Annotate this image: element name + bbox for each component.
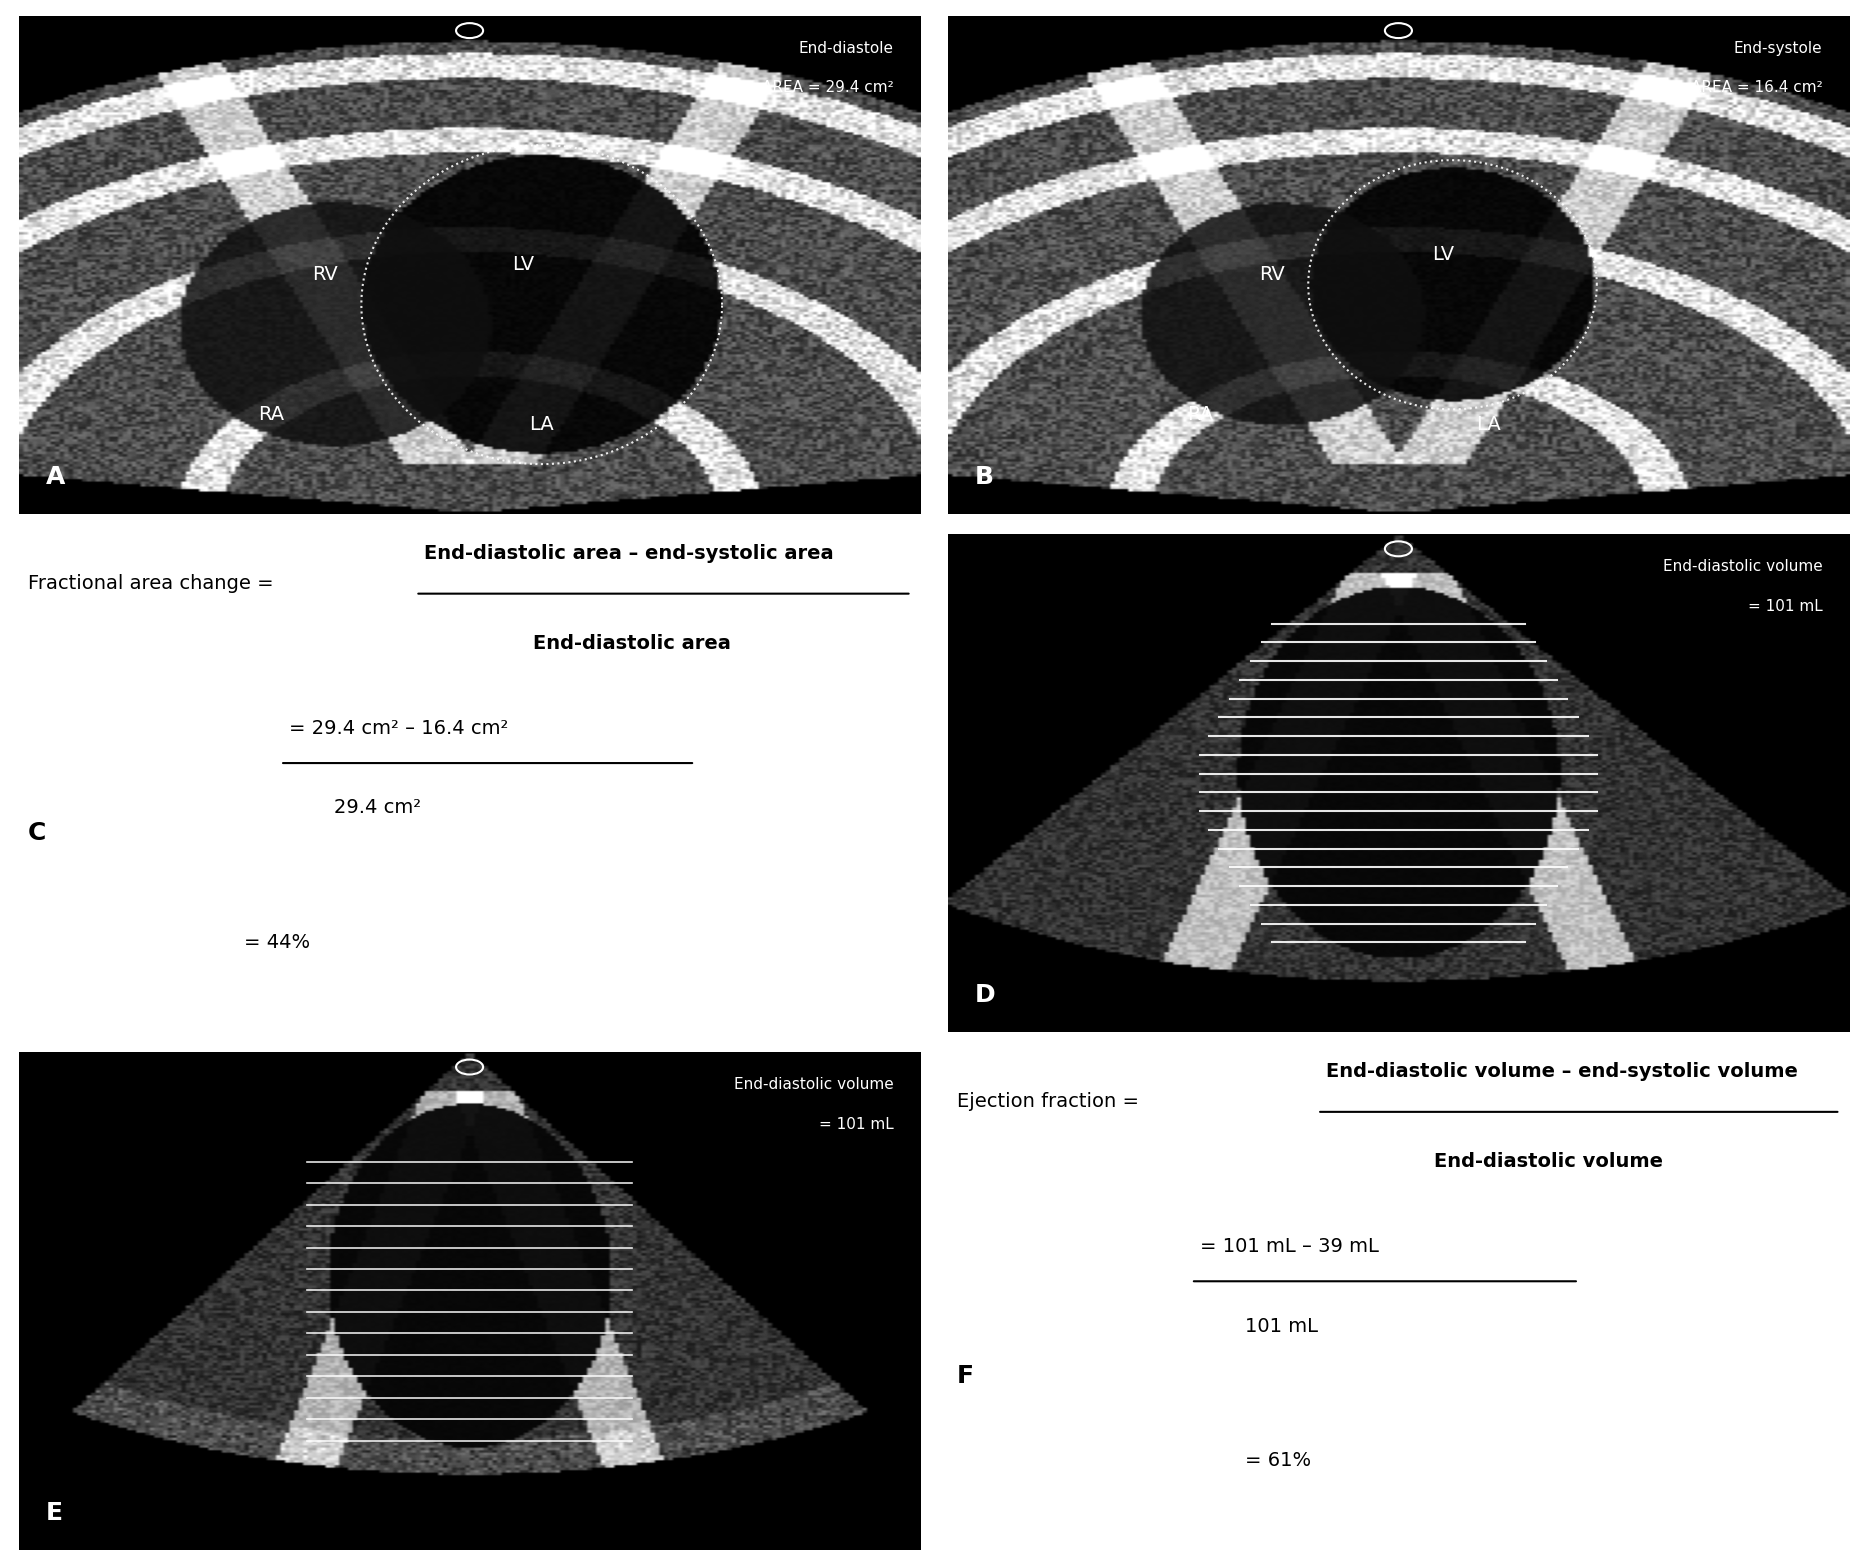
Text: = 101 mL: = 101 mL bbox=[818, 1117, 893, 1132]
Text: LA: LA bbox=[1476, 415, 1502, 434]
Text: End-systole: End-systole bbox=[1734, 41, 1823, 55]
Text: LV: LV bbox=[1433, 246, 1455, 265]
Text: End-diastolic area – end-systolic area: End-diastolic area – end-systolic area bbox=[424, 545, 835, 564]
Text: D: D bbox=[975, 983, 996, 1007]
Text: Ejection fraction =: Ejection fraction = bbox=[956, 1093, 1145, 1112]
Text: 101 mL: 101 mL bbox=[1246, 1317, 1319, 1336]
Text: End-diastolic volume – end-systolic volume: End-diastolic volume – end-systolic volu… bbox=[1326, 1062, 1799, 1082]
Text: AREA = 29.4 cm²: AREA = 29.4 cm² bbox=[762, 80, 893, 96]
Text: A: A bbox=[45, 465, 65, 489]
Text: Fractional area change =: Fractional area change = bbox=[28, 575, 280, 594]
Text: End-diastolic area: End-diastolic area bbox=[532, 634, 730, 653]
Text: = 61%: = 61% bbox=[1246, 1452, 1311, 1470]
Text: RA: RA bbox=[1186, 404, 1212, 424]
Text: LV: LV bbox=[512, 255, 534, 274]
Text: = 44%: = 44% bbox=[245, 933, 310, 952]
Text: LA: LA bbox=[529, 415, 555, 434]
Text: E: E bbox=[45, 1502, 64, 1525]
Text: C: C bbox=[28, 821, 47, 844]
Text: 29.4 cm²: 29.4 cm² bbox=[334, 799, 422, 817]
Text: = 29.4 cm² – 16.4 cm²: = 29.4 cm² – 16.4 cm² bbox=[290, 719, 508, 738]
Text: = 101 mL – 39 mL: = 101 mL – 39 mL bbox=[1199, 1237, 1379, 1256]
Text: RV: RV bbox=[312, 265, 338, 285]
Text: F: F bbox=[956, 1364, 973, 1387]
Text: RA: RA bbox=[258, 404, 284, 424]
Text: End-diastolic volume: End-diastolic volume bbox=[734, 1077, 893, 1092]
Text: End-diastole: End-diastole bbox=[798, 41, 893, 55]
Text: = 101 mL: = 101 mL bbox=[1748, 598, 1823, 614]
Text: End-diastolic volume: End-diastolic volume bbox=[1663, 559, 1823, 573]
Text: RV: RV bbox=[1259, 265, 1285, 285]
Text: End-diastolic volume: End-diastolic volume bbox=[1435, 1153, 1664, 1171]
Text: B: B bbox=[975, 465, 994, 489]
Text: AREA = 16.4 cm²: AREA = 16.4 cm² bbox=[1691, 80, 1823, 96]
